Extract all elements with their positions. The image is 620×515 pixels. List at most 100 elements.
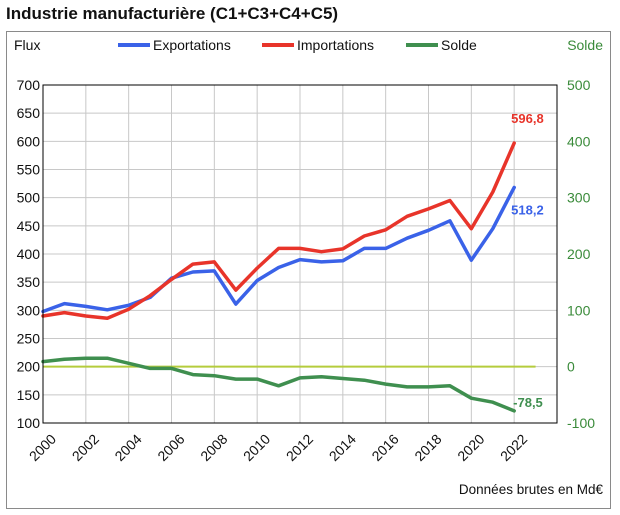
plot-area-border xyxy=(42,84,558,424)
point-solde-2009 xyxy=(234,377,237,381)
chart-title: Industrie manufacturière (C1+C3+C4+C5) xyxy=(6,4,339,23)
point-exportations-2011 xyxy=(277,266,280,269)
point-importations-2008 xyxy=(213,260,216,264)
point-importations-2011 xyxy=(277,247,280,250)
x-tick-2018: 2018 xyxy=(411,431,444,464)
point-importations-2006 xyxy=(170,278,173,281)
point-importations-2022 xyxy=(512,141,516,145)
point-exportations-2022 xyxy=(512,186,516,189)
end-label-importations: 596,8 xyxy=(511,111,544,126)
point-exportations-2012 xyxy=(298,258,302,261)
point-exportations-2002 xyxy=(84,305,88,308)
point-importations-2005 xyxy=(148,294,152,297)
x-tick-2012: 2012 xyxy=(283,431,316,464)
right-axis-label: Solde xyxy=(567,37,603,53)
point-solde-2017 xyxy=(405,385,409,389)
point-exportations-2021 xyxy=(491,227,494,230)
point-exportations-2017 xyxy=(405,237,409,240)
point-importations-2007 xyxy=(191,262,195,266)
point-solde-2011 xyxy=(277,384,280,388)
point-solde-2015 xyxy=(363,378,366,382)
left-tick-200: 200 xyxy=(17,359,41,375)
legend-label-solde: Solde xyxy=(441,37,477,53)
x-tick-2014: 2014 xyxy=(326,431,359,464)
x-tick-2002: 2002 xyxy=(69,431,102,464)
left-axis-ticks: 100 150 200 250 300 350 400 450 500 550 600 650 700 xyxy=(17,77,41,431)
point-importations-2014 xyxy=(341,247,345,251)
right-tick-400: 400 xyxy=(567,133,591,149)
end-value-labels: 518,2 596,8 -78,5 xyxy=(511,111,544,410)
point-solde-2001 xyxy=(63,358,66,361)
point-exportations-2019 xyxy=(448,219,452,222)
point-exportations-2014 xyxy=(341,259,345,262)
point-solde-2004 xyxy=(127,362,130,365)
end-label-solde: -78,5 xyxy=(513,395,543,410)
point-solde-2002 xyxy=(84,357,88,360)
left-tick-150: 150 xyxy=(17,387,41,403)
x-tick-2006: 2006 xyxy=(154,431,187,464)
point-solde-2010 xyxy=(255,377,259,381)
x-tick-2008: 2008 xyxy=(197,431,230,464)
data-source-note: Données brutes en Md€ xyxy=(459,482,604,497)
series-lines xyxy=(41,141,516,413)
point-solde-2006 xyxy=(170,367,173,370)
left-tick-100: 100 xyxy=(17,415,41,431)
point-solde-2022 xyxy=(512,409,516,413)
point-exportations-2013 xyxy=(320,260,323,264)
legend-label-importations: Importations xyxy=(297,37,374,53)
x-tick-2000: 2000 xyxy=(26,431,59,464)
left-tick-450: 450 xyxy=(17,218,41,234)
grid xyxy=(42,84,557,424)
point-importations-2015 xyxy=(363,234,366,238)
point-exportations-2008 xyxy=(213,269,216,273)
right-tick--100: -100 xyxy=(567,415,595,431)
point-importations-2013 xyxy=(320,250,323,253)
x-tick-2016: 2016 xyxy=(368,431,401,464)
left-tick-600: 600 xyxy=(17,133,41,149)
point-exportations-2010 xyxy=(255,279,259,282)
point-importations-2001 xyxy=(63,311,66,314)
right-tick-200: 200 xyxy=(567,246,591,262)
right-tick-500: 500 xyxy=(567,77,591,93)
point-exportations-2003 xyxy=(106,308,109,311)
point-solde-2013 xyxy=(320,375,323,379)
point-exportations-2018 xyxy=(427,229,430,232)
x-tick-2010: 2010 xyxy=(240,431,273,464)
point-solde-2019 xyxy=(448,384,452,388)
point-solde-2020 xyxy=(470,397,473,400)
point-exportations-2009 xyxy=(234,302,237,306)
right-tick-100: 100 xyxy=(567,302,591,318)
point-importations-2002 xyxy=(84,314,88,318)
point-importations-2003 xyxy=(106,317,109,320)
left-tick-500: 500 xyxy=(17,190,41,206)
point-exportations-2015 xyxy=(363,247,366,250)
point-importations-2010 xyxy=(255,266,259,270)
point-solde-2003 xyxy=(106,357,109,360)
right-tick-0: 0 xyxy=(567,359,575,375)
end-label-exportations: 518,2 xyxy=(511,202,544,217)
point-importations-2019 xyxy=(448,199,452,202)
point-solde-2012 xyxy=(298,376,302,380)
point-importations-2017 xyxy=(405,215,409,218)
left-tick-250: 250 xyxy=(17,331,41,347)
point-solde-2005 xyxy=(148,367,152,370)
right-tick-300: 300 xyxy=(567,190,591,206)
left-tick-350: 350 xyxy=(17,274,41,290)
point-solde-2008 xyxy=(213,374,216,377)
point-exportations-2001 xyxy=(63,302,66,305)
point-importations-2018 xyxy=(427,207,430,211)
point-exportations-2007 xyxy=(191,270,195,274)
x-tick-2022: 2022 xyxy=(497,431,530,464)
point-importations-2021 xyxy=(491,190,494,194)
point-importations-2012 xyxy=(298,247,302,250)
left-tick-650: 650 xyxy=(17,105,41,121)
point-solde-2021 xyxy=(491,400,494,404)
legend: Exportations Importations Solde xyxy=(118,37,477,53)
left-tick-700: 700 xyxy=(17,77,41,93)
x-tick-2004: 2004 xyxy=(111,431,144,464)
x-tick-2020: 2020 xyxy=(454,431,487,464)
point-exportations-2020 xyxy=(470,258,473,262)
left-tick-550: 550 xyxy=(17,162,41,178)
point-exportations-2004 xyxy=(127,304,130,307)
